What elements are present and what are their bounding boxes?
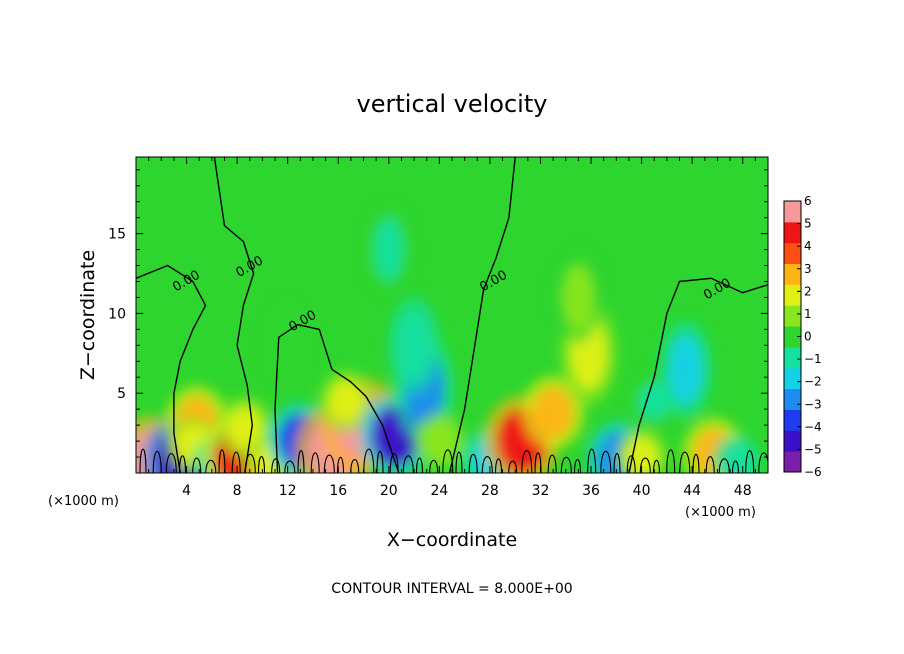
x-tick-label: 8 bbox=[233, 483, 242, 499]
colorbar-tick-label: 4 bbox=[804, 239, 812, 253]
velocity-feature bbox=[624, 436, 659, 473]
colorbar-tick-label: 6 bbox=[804, 194, 812, 208]
x-units-left: (×1000 m) bbox=[48, 494, 119, 509]
contour-interval-note: CONTOUR INTERVAL = 8.000E+00 bbox=[331, 581, 572, 597]
colorbar-tick-label: 1 bbox=[804, 307, 812, 321]
x-units-right: (×1000 m) bbox=[685, 505, 756, 520]
x-axis-label: X−coordinate bbox=[387, 529, 517, 551]
y-tick-label: 5 bbox=[117, 386, 126, 402]
velocity-feature bbox=[532, 386, 574, 439]
zero-contour-line bbox=[274, 323, 400, 473]
chart-title: vertical velocity bbox=[357, 90, 548, 118]
x-axis: 4 8 12 16 20 24 28 32 36 40 44 48 bbox=[148, 157, 756, 499]
colorbar-segment bbox=[784, 201, 801, 223]
velocity-feature bbox=[373, 217, 404, 282]
colorbar-segment bbox=[784, 367, 801, 390]
colorbar-segment bbox=[784, 346, 801, 369]
zero-contour-line bbox=[628, 277, 768, 473]
colorbar-tick-label: −1 bbox=[804, 352, 822, 366]
colorbar-segment bbox=[784, 388, 801, 410]
zero-contour-line bbox=[448, 157, 516, 473]
colorbar-tick-label: −5 bbox=[804, 442, 822, 456]
y-tick-label: 10 bbox=[108, 306, 126, 322]
velocity-feature bbox=[638, 382, 671, 421]
colorbar-segment bbox=[784, 221, 801, 244]
x-tick-label: 44 bbox=[683, 483, 701, 499]
colorbar-segment bbox=[784, 305, 801, 327]
colorbar-tick-label: 0 bbox=[804, 330, 812, 344]
velocity-feature bbox=[422, 421, 456, 461]
colorbar-tick-label: 3 bbox=[804, 262, 812, 276]
x-tick-label: 48 bbox=[734, 483, 752, 499]
zero-contour-line bbox=[213, 157, 255, 473]
colorbar: 6 5 4 3 2 1 0 −1 −2 −3 −4 −5 −6 bbox=[783, 194, 822, 479]
y-axis: 5 10 15 bbox=[108, 169, 768, 458]
y-tick-label: 15 bbox=[108, 227, 126, 243]
velocity-feature bbox=[562, 264, 595, 331]
velocity-feature bbox=[272, 314, 303, 377]
y-axis-label: Z−coordinate bbox=[77, 250, 99, 380]
x-tick-label: 28 bbox=[481, 483, 499, 499]
colorbar-tick-label: 2 bbox=[804, 284, 812, 298]
zero-contour-line bbox=[136, 264, 207, 473]
near-surface-contours bbox=[139, 448, 768, 473]
x-tick-label: 4 bbox=[182, 483, 191, 499]
colorbar-segment bbox=[784, 430, 801, 452]
colorbar-segment bbox=[784, 451, 801, 473]
x-tick-label: 24 bbox=[430, 483, 448, 499]
colorbar-tick-label: −4 bbox=[804, 420, 822, 434]
x-tick-label: 32 bbox=[532, 483, 550, 499]
colorbar-segment bbox=[784, 263, 801, 285]
x-tick-label: 40 bbox=[633, 483, 651, 499]
colorbar-tick-label: 5 bbox=[804, 217, 812, 231]
x-tick-label: 16 bbox=[329, 483, 347, 499]
velocity-field bbox=[136, 157, 768, 473]
x-tick-label: 12 bbox=[279, 483, 297, 499]
colorbar-segment bbox=[784, 242, 801, 265]
x-tick-label: 36 bbox=[582, 483, 600, 499]
velocity-feature bbox=[668, 334, 704, 405]
velocity-feature bbox=[226, 405, 264, 451]
colorbar-tick-label: −3 bbox=[804, 397, 822, 411]
colorbar-tick-label: −2 bbox=[804, 375, 822, 389]
velocity-feature bbox=[397, 311, 431, 380]
colorbar-segment bbox=[784, 409, 801, 431]
colorbar-tick-label: −6 bbox=[804, 465, 822, 479]
x-tick-label: 20 bbox=[380, 483, 398, 499]
velocity-feature bbox=[327, 379, 364, 423]
colorbar-segment bbox=[784, 284, 801, 306]
colorbar-segment bbox=[784, 326, 801, 348]
